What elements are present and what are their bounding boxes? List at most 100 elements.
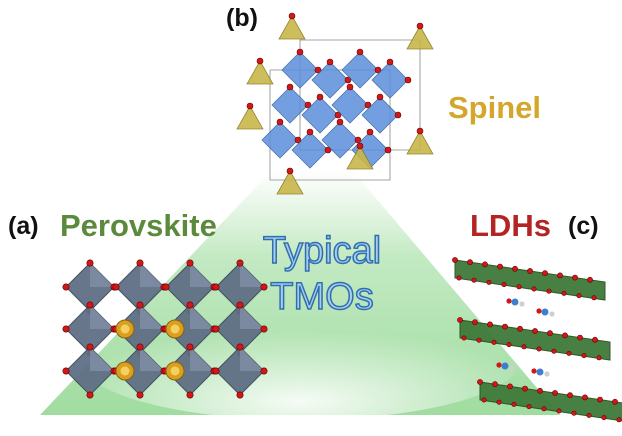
a-site-atom-core xyxy=(170,324,180,334)
perovskite-octahedron-face xyxy=(90,305,114,329)
oxygen-atom xyxy=(592,336,598,343)
oxygen-atom xyxy=(591,295,597,301)
oxygen-atom xyxy=(136,391,144,399)
oxygen-atom xyxy=(536,346,542,352)
oxygen-atom xyxy=(354,136,362,144)
oxygen-atom xyxy=(547,330,553,337)
oxygen-atom xyxy=(86,301,94,309)
ldh-structure xyxy=(452,257,622,423)
spinel-tetrahedron xyxy=(406,130,434,155)
oxygen-atom xyxy=(576,293,582,299)
perovskite-octahedron-face xyxy=(140,347,164,371)
oxygen-atom xyxy=(212,325,220,333)
oxygen-atom xyxy=(572,274,578,281)
spinel-octahedron xyxy=(361,96,399,134)
oxygen-atom xyxy=(256,57,264,65)
oxygen-atom xyxy=(86,343,94,351)
oxygen-atom xyxy=(542,270,548,277)
perovskite-octahedron-face xyxy=(240,305,264,329)
oxygen-atom xyxy=(557,272,563,279)
oxygen-atom xyxy=(324,146,332,154)
spinel-octahedron xyxy=(261,121,299,159)
oxygen-atom xyxy=(601,415,607,421)
oxygen-atom xyxy=(306,128,314,136)
oxygen-atom xyxy=(404,76,412,84)
oxygen-atom xyxy=(521,344,527,350)
oxygen-atom xyxy=(236,391,244,399)
oxygen-atom xyxy=(186,301,194,309)
oxygen-atom xyxy=(501,282,507,288)
oxygen-atom xyxy=(260,367,268,375)
spinel-tetrahedron xyxy=(346,145,374,170)
interlayer-molecule xyxy=(506,298,512,304)
ldh-layer xyxy=(479,381,622,422)
ldh-layer xyxy=(454,259,606,301)
oxygen-atom xyxy=(481,397,487,403)
oxygen-atom xyxy=(567,392,573,399)
oxygen-atom xyxy=(586,412,592,418)
oxygen-atom xyxy=(326,58,334,66)
interlayer-molecule xyxy=(536,368,544,376)
oxygen-atom xyxy=(86,391,94,399)
oxygen-atom xyxy=(456,275,462,281)
oxygen-atom xyxy=(394,111,402,119)
ldh-layer xyxy=(459,319,611,361)
perovskite-octahedron-face xyxy=(190,263,214,287)
oxygen-atom xyxy=(62,367,70,375)
oxygen-atom xyxy=(496,399,502,405)
oxygen-atom xyxy=(62,283,70,291)
perovskite-structure xyxy=(62,259,268,399)
perovskite-octahedron-face xyxy=(90,347,114,371)
perovskite-octahedron-face xyxy=(190,347,214,371)
oxygen-atom xyxy=(356,142,364,150)
spinel-tetrahedron xyxy=(246,60,274,85)
oxygen-atom xyxy=(212,367,220,375)
oxygen-atom xyxy=(374,66,382,74)
oxygen-atom xyxy=(472,319,478,326)
oxygen-atom xyxy=(581,353,587,359)
oxygen-atom xyxy=(112,283,120,291)
oxygen-atom xyxy=(246,102,254,110)
oxygen-atom xyxy=(288,12,296,20)
interlayer-molecule xyxy=(531,368,537,374)
perovskite-octahedron-face xyxy=(90,263,114,287)
oxygen-atom xyxy=(236,343,244,351)
oxygen-atom xyxy=(416,127,424,135)
oxygen-atom xyxy=(616,417,622,423)
oxygen-atom xyxy=(336,118,344,126)
oxygen-atom xyxy=(546,288,552,294)
oxygen-atom xyxy=(527,268,533,274)
oxygen-atom xyxy=(294,136,302,144)
a-site-atom-core xyxy=(170,366,180,376)
oxygen-atom xyxy=(260,283,268,291)
spinel-octahedron xyxy=(281,51,319,89)
oxygen-atom xyxy=(612,398,618,405)
perovskite-octahedron-face xyxy=(140,305,164,329)
interlayer-molecule xyxy=(519,301,525,307)
oxygen-atom xyxy=(260,325,268,333)
oxygen-atom xyxy=(502,323,508,330)
oxygen-atom xyxy=(476,337,482,343)
a-site-atom-core xyxy=(120,324,130,334)
oxygen-atom xyxy=(136,259,144,267)
oxygen-atom xyxy=(236,301,244,309)
interlayer-molecule xyxy=(509,365,515,371)
oxygen-atom xyxy=(516,284,522,290)
perovskite-label: Perovskite xyxy=(60,208,217,243)
oxygen-atom xyxy=(316,93,324,101)
spinel-octahedron xyxy=(331,86,369,124)
ldhs-label: LDHs xyxy=(470,208,551,243)
spinel-structure xyxy=(236,12,434,195)
spinel-tetrahedron xyxy=(276,170,304,195)
oxygen-atom xyxy=(597,396,603,403)
a-site-atom-core xyxy=(120,366,130,376)
oxygen-atom xyxy=(507,383,513,390)
panel-label-b: (b) xyxy=(226,4,258,32)
oxygen-atom xyxy=(562,332,568,339)
oxygen-atom xyxy=(477,379,483,385)
oxygen-atom xyxy=(457,317,463,323)
oxygen-atom xyxy=(491,339,497,345)
oxygen-atom xyxy=(286,83,294,91)
spinel-tetrahedron xyxy=(236,105,264,130)
